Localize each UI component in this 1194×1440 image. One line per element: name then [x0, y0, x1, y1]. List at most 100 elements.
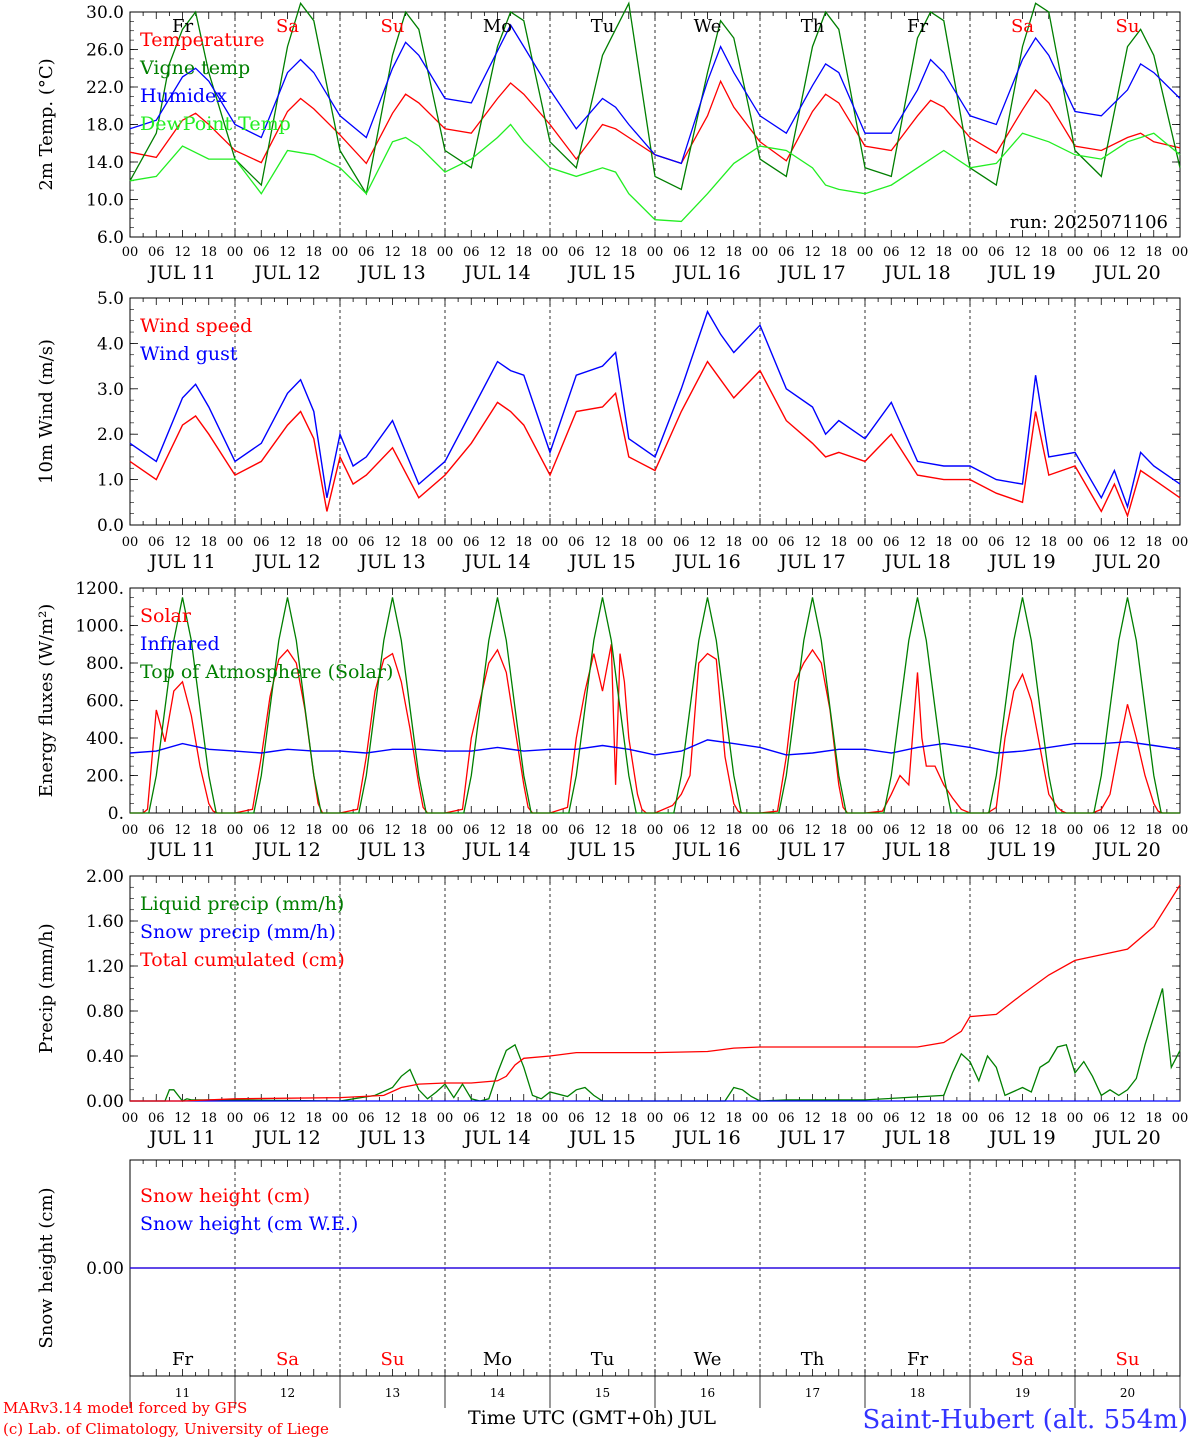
hour-tick-label: 00 [227, 535, 244, 550]
date-label: JUL 19 [987, 551, 1055, 573]
series-line-infrared [129, 739, 1181, 756]
hour-tick-label: 06 [988, 823, 1005, 838]
run-annotation: run: 2025071106 [1010, 212, 1168, 233]
hour-tick-label: 06 [463, 1111, 480, 1126]
chart-panel-1: 6.0 10.0 14.0 18.0 22.0 26.0 30.0 2m Temp. (°C)… [36, 1, 1189, 284]
hour-tick-label: 06 [148, 1111, 165, 1126]
legend-entry: Humidex [140, 85, 227, 107]
hour-tick-label: 12 [909, 1111, 926, 1126]
date-label: JUL 18 [882, 262, 950, 284]
hour-tick-label: 00 [962, 1111, 979, 1126]
hour-tick-label: 18 [305, 245, 322, 260]
y-tick-label: 600. [86, 692, 124, 712]
hour-tick-label: 00 [122, 535, 139, 550]
legend-entry: DewPoint Temp [140, 113, 291, 135]
hour-tick-label: 06 [673, 1111, 690, 1126]
hour-tick-label: 18 [515, 245, 532, 260]
day-number-label: 11 [175, 1386, 190, 1400]
hour-tick-label: 12 [384, 535, 401, 550]
date-label: JUL 11 [147, 551, 215, 573]
date-label: JUL 18 [882, 839, 950, 861]
hour-tick-label: 12 [804, 1111, 821, 1126]
weekday-label: We [694, 1349, 722, 1370]
hour-tick-label: 18 [410, 823, 427, 838]
hour-tick-label: 12 [174, 823, 191, 838]
hour-tick-label: 12 [384, 823, 401, 838]
hour-tick-label: 00 [1172, 823, 1189, 838]
hour-tick-label: 00 [1067, 245, 1084, 260]
y-tick-label: 22.0 [86, 78, 124, 98]
date-label: JUL 20 [1092, 1127, 1160, 1149]
hour-tick-label: 06 [988, 245, 1005, 260]
date-label: JUL 11 [147, 262, 215, 284]
y-tick-label: 4.0 [97, 334, 124, 354]
hour-tick-label: 00 [332, 1111, 349, 1126]
hour-tick-label: 18 [515, 823, 532, 838]
day-number-label: 13 [385, 1386, 400, 1400]
hour-tick-label: 00 [647, 823, 664, 838]
hour-tick-label: 12 [909, 245, 926, 260]
y-axis-title: Precip (mm/h) [36, 923, 57, 1053]
legend-entry: Infrared [140, 633, 220, 655]
hour-tick-label: 00 [1067, 535, 1084, 550]
date-label: JUL 20 [1092, 551, 1160, 573]
hour-tick-label: 00 [227, 823, 244, 838]
hour-tick-label: 18 [515, 1111, 532, 1126]
hour-tick-label: 00 [752, 535, 769, 550]
hour-tick-label: 12 [699, 245, 716, 260]
y-tick-label: 3.0 [97, 380, 124, 400]
hour-tick-label: 12 [1119, 535, 1136, 550]
date-label: JUL 19 [987, 839, 1055, 861]
weekday-label: Fr [907, 1349, 928, 1370]
date-label: JUL 18 [882, 551, 950, 573]
day-number-label: 17 [805, 1386, 820, 1400]
hour-tick-label: 00 [1067, 823, 1084, 838]
hour-tick-label: 00 [752, 1111, 769, 1126]
legend-entry: Wind gust [140, 343, 238, 365]
hour-tick-label: 12 [1014, 823, 1031, 838]
hour-tick-label: 06 [358, 245, 375, 260]
hour-tick-label: 00 [647, 1111, 664, 1126]
legend-entry: Wind speed [140, 315, 252, 337]
y-tick-label: 1.60 [86, 912, 124, 932]
hour-tick-label: 12 [909, 535, 926, 550]
hour-tick-label: 00 [332, 535, 349, 550]
hour-tick-label: 06 [568, 535, 585, 550]
hour-tick-label: 06 [883, 1111, 900, 1126]
series-line-top-of-atmosphere-solar- [130, 597, 1180, 814]
hour-tick-label: 18 [620, 245, 637, 260]
y-axis-title: 10m Wind (m/s) [36, 339, 57, 484]
hour-tick-label: 12 [699, 823, 716, 838]
y-tick-label: 0.0 [97, 516, 124, 536]
hour-tick-label: 00 [647, 535, 664, 550]
hour-tick-label: 06 [253, 823, 270, 838]
hour-tick-label: 00 [1172, 245, 1189, 260]
legend-entry: Top of Atmosphere (Solar) [140, 661, 393, 683]
hour-tick-label: 06 [463, 535, 480, 550]
hour-tick-label: 00 [857, 823, 874, 838]
hour-tick-label: 06 [253, 535, 270, 550]
hour-tick-label: 06 [673, 823, 690, 838]
day-number-label: 20 [1120, 1386, 1135, 1400]
date-label: JUL 14 [462, 1127, 530, 1149]
day-number-label: 14 [490, 1386, 506, 1400]
y-tick-label: 1.0 [97, 471, 124, 491]
legend-entry: Snow height (cm W.E.) [140, 1213, 358, 1235]
date-label: JUL 17 [777, 1127, 845, 1149]
hour-tick-label: 18 [200, 823, 217, 838]
date-label: JUL 17 [777, 551, 845, 573]
day-number-label: 18 [910, 1386, 925, 1400]
date-label: JUL 13 [357, 839, 425, 861]
hour-tick-label: 12 [804, 823, 821, 838]
hour-tick-label: 00 [857, 1111, 874, 1126]
hour-tick-label: 12 [174, 245, 191, 260]
series-line-humidex [129, 23, 1181, 165]
hour-tick-label: 18 [830, 245, 847, 260]
hour-tick-label: 12 [1014, 535, 1031, 550]
hour-tick-label: 12 [489, 823, 506, 838]
date-label: JUL 12 [252, 262, 320, 284]
y-tick-label: 0. [108, 804, 124, 824]
hour-tick-label: 00 [1172, 535, 1189, 550]
hour-tick-label: 18 [410, 245, 427, 260]
y-tick-label: 10.0 [86, 191, 124, 211]
